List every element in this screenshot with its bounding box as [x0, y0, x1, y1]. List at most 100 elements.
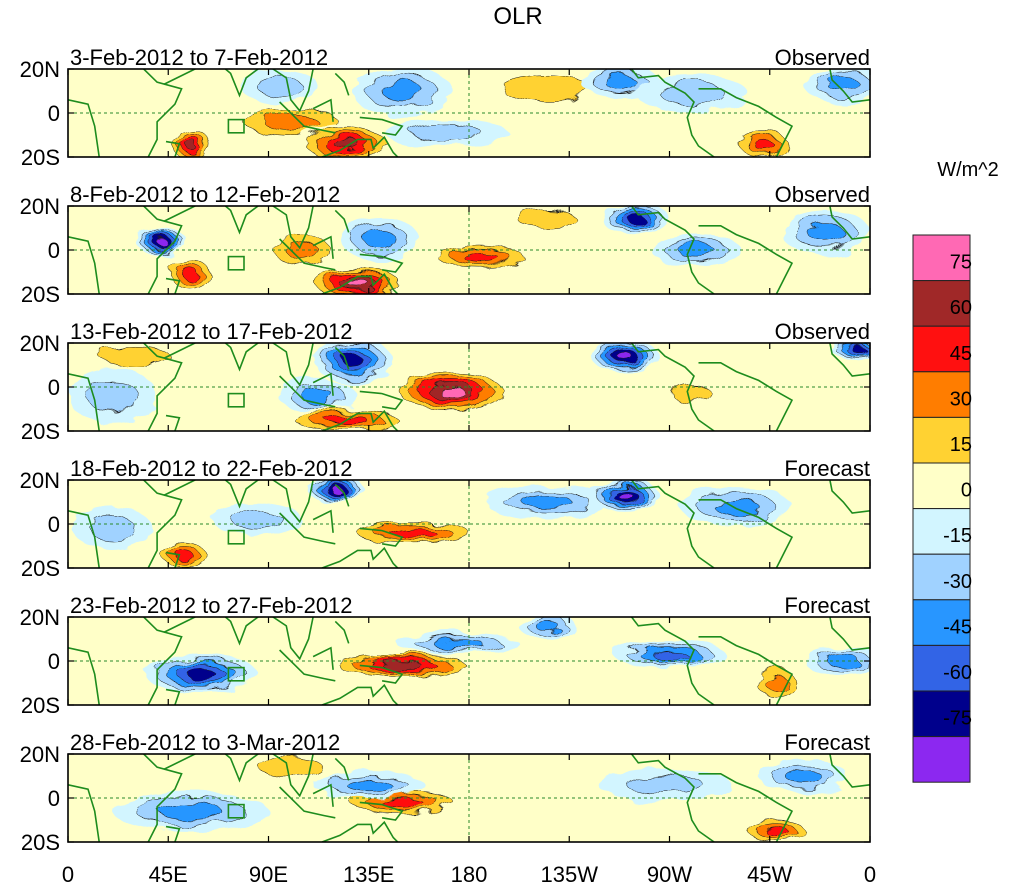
- panel-type: Observed: [775, 45, 870, 70]
- coast-borneo: [312, 235, 334, 259]
- x-axis: 0 45E 90E 135E 180 135W 90W 45W 0: [62, 862, 876, 887]
- y-tick-label: 0: [48, 238, 60, 263]
- coast-west-africa: [68, 99, 100, 157]
- coast-central-america: [630, 69, 715, 157]
- x-tick-label: 45W: [747, 862, 792, 887]
- coast-west-africa: [68, 647, 100, 705]
- coast-south-america: [698, 88, 794, 157]
- coast-australia: [321, 135, 399, 157]
- anomaly-contour-p6-a1-l3: [158, 803, 223, 820]
- panel-5: 20N 0 20S 23-Feb-2012 to 27-Feb-2012 Forecas…: [20, 593, 871, 718]
- coast-east-africa: [143, 206, 183, 294]
- coast-south-asia: [163, 343, 314, 387]
- x-tick-label: 45E: [149, 862, 188, 887]
- anomaly-contour-p2-a8-l5: [627, 214, 645, 224]
- anomaly-contour-p1-a3-l5: [333, 138, 360, 149]
- colorbar-label: 0: [961, 480, 972, 502]
- coast-south-asia: [163, 480, 314, 524]
- anomaly-contour-p1-a1-l5: [184, 138, 197, 149]
- coast-west-africa: [68, 510, 100, 568]
- x-tick-label: 0: [864, 862, 876, 887]
- anomaly-field: [68, 754, 870, 842]
- coast-east-africa: [143, 343, 183, 431]
- panel-4: 20N 0 20S 18-Feb-2012 to 22-Feb-2012 Forecas…: [20, 456, 871, 581]
- coast-borneo: [312, 509, 334, 533]
- panel-period: 18-Feb-2012 to 22-Feb-2012: [70, 456, 353, 481]
- anomaly-contour-p5-a4-l3: [535, 620, 559, 632]
- anomaly-contour-p4-a6-l2: [89, 515, 136, 542]
- coast-central-america: [630, 480, 715, 568]
- y-tick-label: 20N: [20, 742, 60, 767]
- panel-period: 13-Feb-2012 to 17-Feb-2012: [70, 319, 353, 344]
- anomaly-field: [68, 343, 870, 431]
- panel-type: Forecast: [784, 593, 870, 618]
- panel-period: 28-Feb-2012 to 3-Mar-2012: [70, 730, 340, 755]
- coast-indonesia: [279, 512, 336, 545]
- colorbar-label: 60: [950, 297, 972, 319]
- panel-type: Forecast: [784, 730, 870, 755]
- colorbar-swatch: [912, 325, 971, 373]
- coast-west-africa-east: [829, 480, 870, 514]
- coast-central-america: [630, 206, 715, 294]
- coast-west-africa-east: [829, 754, 870, 788]
- coast-west-africa: [68, 236, 100, 294]
- coast-south-asia: [163, 206, 314, 250]
- coast-new-guinea: [359, 253, 404, 273]
- coast-south-america: [698, 362, 794, 431]
- colorbar-label: -30: [943, 571, 972, 593]
- coast-philippines: [334, 620, 350, 644]
- anomaly-contour-p5-a3-l3: [432, 638, 483, 649]
- y-tick-label: 20N: [20, 194, 60, 219]
- anomaly-contour-p4-a7-l3: [713, 498, 760, 515]
- x-tick-label: 90W: [647, 862, 692, 887]
- coast-australia: [321, 683, 399, 705]
- panel-1: 20N 0 20S 3-Feb-2012 to 7-Feb-2012 Observed: [20, 45, 871, 170]
- y-tick-label: 0: [48, 512, 60, 537]
- coast-borneo: [312, 372, 334, 396]
- coast-madagascar: [165, 551, 181, 568]
- coast-south-america: [698, 773, 794, 842]
- x-tick-label: 135E: [343, 862, 394, 887]
- colorbar: W/m^2 75 60 45 30 15 0 -15 -30 -45 -60 -75: [912, 159, 999, 783]
- anomaly-contour-p4-a4-l3: [522, 495, 572, 509]
- x-tick-label: 180: [451, 862, 488, 887]
- coast-philippines: [334, 346, 350, 370]
- coast-new-guinea: [359, 116, 404, 136]
- coast-south-america: [698, 225, 794, 294]
- coast-borneo: [312, 98, 334, 122]
- coast-central-america: [630, 754, 715, 842]
- coastlines: [68, 754, 870, 842]
- panel-3: 20N 0 20S 13-Feb-2012 to 17-Feb-2012 Observe…: [20, 319, 871, 444]
- y-tick-label: 20S: [21, 830, 60, 855]
- box-marker: [227, 803, 245, 819]
- panel-period: 3-Feb-2012 to 7-Feb-2012: [70, 45, 328, 70]
- coast-philippines: [334, 209, 350, 233]
- colorbar-swatch: [912, 736, 971, 783]
- anomaly-contour-p3-a9-l5: [851, 346, 867, 353]
- anomaly-contour-p6-a7-l2: [258, 757, 324, 777]
- colorbar-label: 30: [950, 388, 972, 410]
- anomaly-contour-p1-a5-l3: [381, 80, 423, 102]
- coast-new-guinea: [359, 664, 404, 684]
- coast-philippines: [334, 757, 350, 781]
- colorbar-swatch: [912, 644, 971, 692]
- colorbar-swatch: [912, 599, 971, 646]
- anomaly-field: [68, 69, 870, 157]
- panel-type: Observed: [775, 319, 870, 344]
- coast-madagascar: [165, 140, 181, 157]
- anomaly-contour-p6-a3-l3: [346, 779, 392, 791]
- anomaly-contour-p6-a5-l4: [764, 826, 788, 836]
- colorbar-swatch: [912, 234, 971, 282]
- coastlines: [68, 206, 870, 294]
- anomaly-contour-p2-a2-l4: [182, 267, 199, 281]
- coast-australia: [321, 820, 399, 842]
- colorbar-swatch: [912, 508, 971, 555]
- coast-west-africa-east: [829, 206, 870, 240]
- coast-east-africa: [143, 754, 183, 842]
- anomaly-contour-p5-a5-l4: [651, 649, 688, 659]
- colorbar-label: -75: [943, 708, 972, 730]
- coast-west-africa-east: [829, 343, 870, 377]
- anomaly-contour-p3-a2-l2: [86, 379, 139, 412]
- coast-australia: [321, 546, 399, 568]
- anomaly-contour-p1-a4-l2: [256, 76, 303, 97]
